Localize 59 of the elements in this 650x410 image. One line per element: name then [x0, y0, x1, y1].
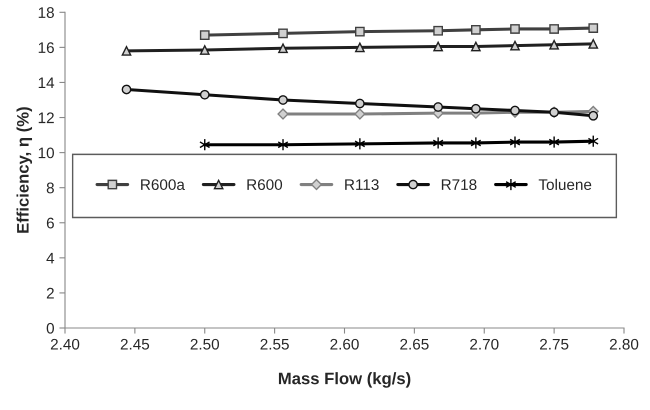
point — [588, 39, 598, 49]
x-axis-title: Mass Flow (kg/s) — [278, 372, 410, 388]
point — [471, 42, 481, 52]
point — [433, 102, 443, 112]
point — [354, 108, 366, 120]
point — [278, 28, 288, 38]
point — [510, 40, 520, 50]
point — [354, 138, 366, 150]
x-tick-label: 2.55 — [260, 338, 289, 350]
point — [432, 136, 444, 150]
point — [549, 40, 559, 50]
x-tick-label: 2.60 — [330, 338, 359, 350]
x-tick-label: 2.50 — [190, 338, 220, 350]
legend-label: R600 — [247, 179, 282, 190]
x-tick-label: 2.45 — [120, 338, 150, 350]
point — [278, 43, 288, 54]
point — [200, 45, 210, 55]
y-tick-label: 16 — [38, 42, 54, 54]
point — [278, 95, 288, 105]
point — [122, 84, 132, 94]
x-tick-label: 2.80 — [610, 338, 638, 350]
legend-label: R113 — [345, 179, 379, 190]
point — [471, 24, 481, 35]
point — [199, 138, 210, 151]
x-tick-label: 2.70 — [470, 338, 499, 350]
legend-label: R600a — [141, 179, 185, 190]
point — [200, 90, 210, 100]
legend-label: Toluene — [538, 178, 592, 190]
y-tick-label: 6 — [46, 218, 54, 228]
point — [355, 26, 365, 36]
point — [355, 42, 365, 52]
x-tick-label: 2.40 — [50, 338, 80, 350]
y-tick-label: 0 — [46, 322, 54, 334]
y-tick-label: 2 — [46, 288, 54, 298]
point — [510, 106, 520, 116]
x-tick-label: 2.75 — [540, 338, 568, 350]
point — [433, 42, 443, 52]
y-tick-label: 4 — [46, 252, 54, 264]
point — [549, 24, 559, 34]
point — [548, 136, 560, 148]
point — [471, 104, 481, 114]
point — [588, 23, 598, 33]
point — [122, 46, 132, 56]
point — [200, 30, 210, 40]
y-tick-label: 18 — [38, 7, 54, 18]
point — [277, 108, 289, 120]
point — [470, 136, 482, 150]
point — [510, 24, 520, 34]
y-tick-label: 10 — [38, 147, 54, 158]
y-tick-label: 8 — [46, 182, 54, 194]
y-tick-label: 14 — [38, 77, 54, 88]
point — [355, 98, 365, 108]
x-tick-label: 2.65 — [400, 338, 429, 350]
point — [588, 110, 598, 121]
legend-label: R718 — [442, 179, 476, 190]
point — [588, 134, 599, 148]
y-axis-title: Efficiency, η (%) — [16, 107, 32, 233]
y-tick-label: 12 — [38, 112, 54, 124]
point — [433, 26, 443, 36]
